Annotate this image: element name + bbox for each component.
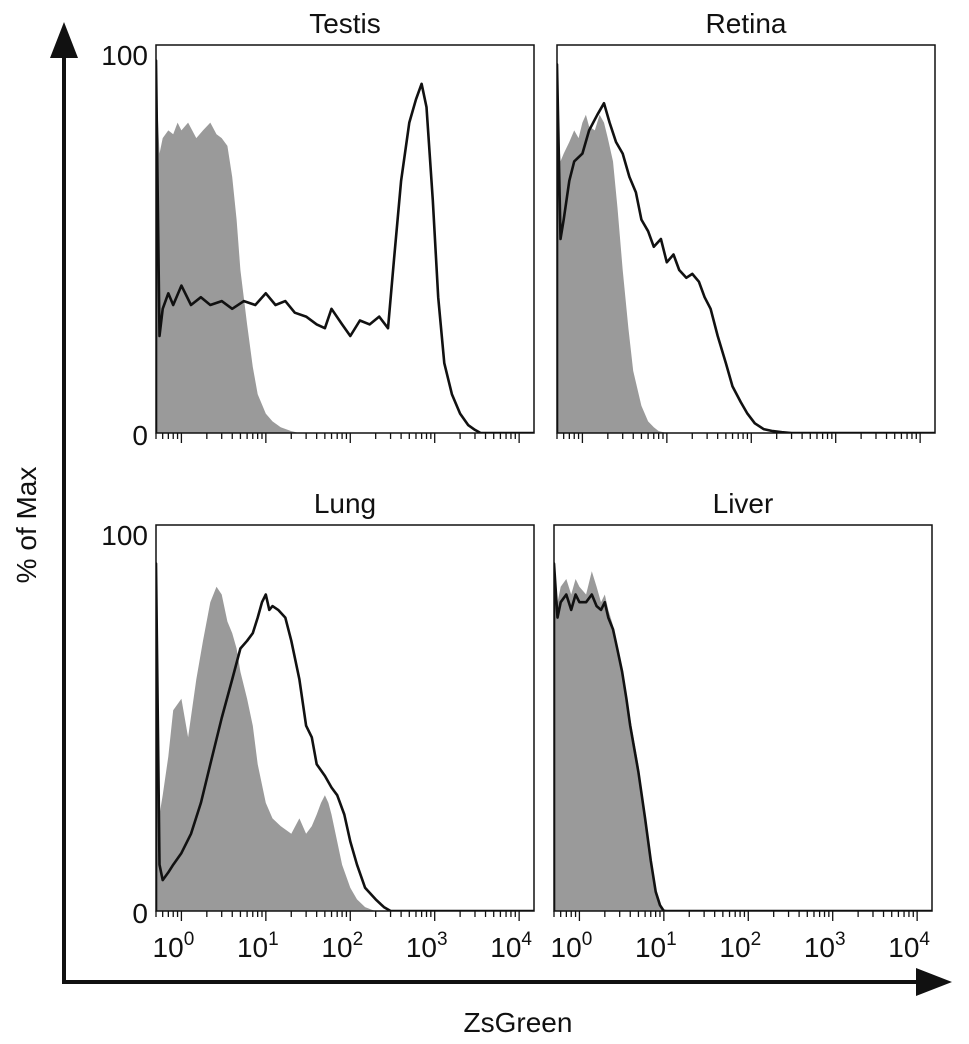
panel-testis: Testis 100 0 xyxy=(101,8,535,451)
control-histogram-lung xyxy=(156,571,376,911)
x-tick-label: 101 xyxy=(237,929,279,963)
sample-histogram-testis xyxy=(156,59,534,433)
x-tick-label: 102 xyxy=(321,929,363,963)
x-axis-label: ZsGreen xyxy=(464,1007,573,1038)
figure-axes xyxy=(50,22,952,996)
sample-histogram-lung xyxy=(156,562,534,911)
y-axis-label: % of Max xyxy=(11,467,42,584)
panel-frame-liver xyxy=(553,524,933,912)
control-histogram-retina xyxy=(557,103,682,433)
y-axis-arrowhead xyxy=(50,22,78,58)
panel-frame-lung xyxy=(155,524,535,912)
control-histogram-testis xyxy=(156,76,307,433)
panel-title-testis: Testis xyxy=(309,8,381,39)
x-tick-label: 100 xyxy=(153,929,195,963)
x-tick-label: 100 xyxy=(551,929,593,963)
sample-histogram-liver xyxy=(554,562,932,911)
y-tick-label: 0 xyxy=(132,420,148,451)
sample-histogram-retina xyxy=(557,63,935,433)
x-axis-arrowhead xyxy=(916,968,952,996)
x-tick-label: 104 xyxy=(888,929,930,963)
x-tick-label: 101 xyxy=(635,929,677,963)
y-tick-label: 0 xyxy=(132,898,148,929)
y-tick-label: 100 xyxy=(101,520,148,551)
x-tick-label: 103 xyxy=(406,929,448,963)
panel-title-lung: Lung xyxy=(314,488,376,519)
panel-retina: Retina xyxy=(556,8,936,443)
x-tick-label: 104 xyxy=(490,929,532,963)
panel-liver: Liver 100 101 102 103 104 xyxy=(551,488,933,963)
control-histogram-liver xyxy=(554,563,671,911)
panel-title-liver: Liver xyxy=(713,488,774,519)
x-tick-label: 103 xyxy=(804,929,846,963)
panel-frame-retina xyxy=(556,44,936,434)
panel-frame-testis xyxy=(155,44,535,434)
y-tick-label: 100 xyxy=(101,40,148,71)
panel-title-retina: Retina xyxy=(706,8,787,39)
x-tick-label: 102 xyxy=(719,929,761,963)
